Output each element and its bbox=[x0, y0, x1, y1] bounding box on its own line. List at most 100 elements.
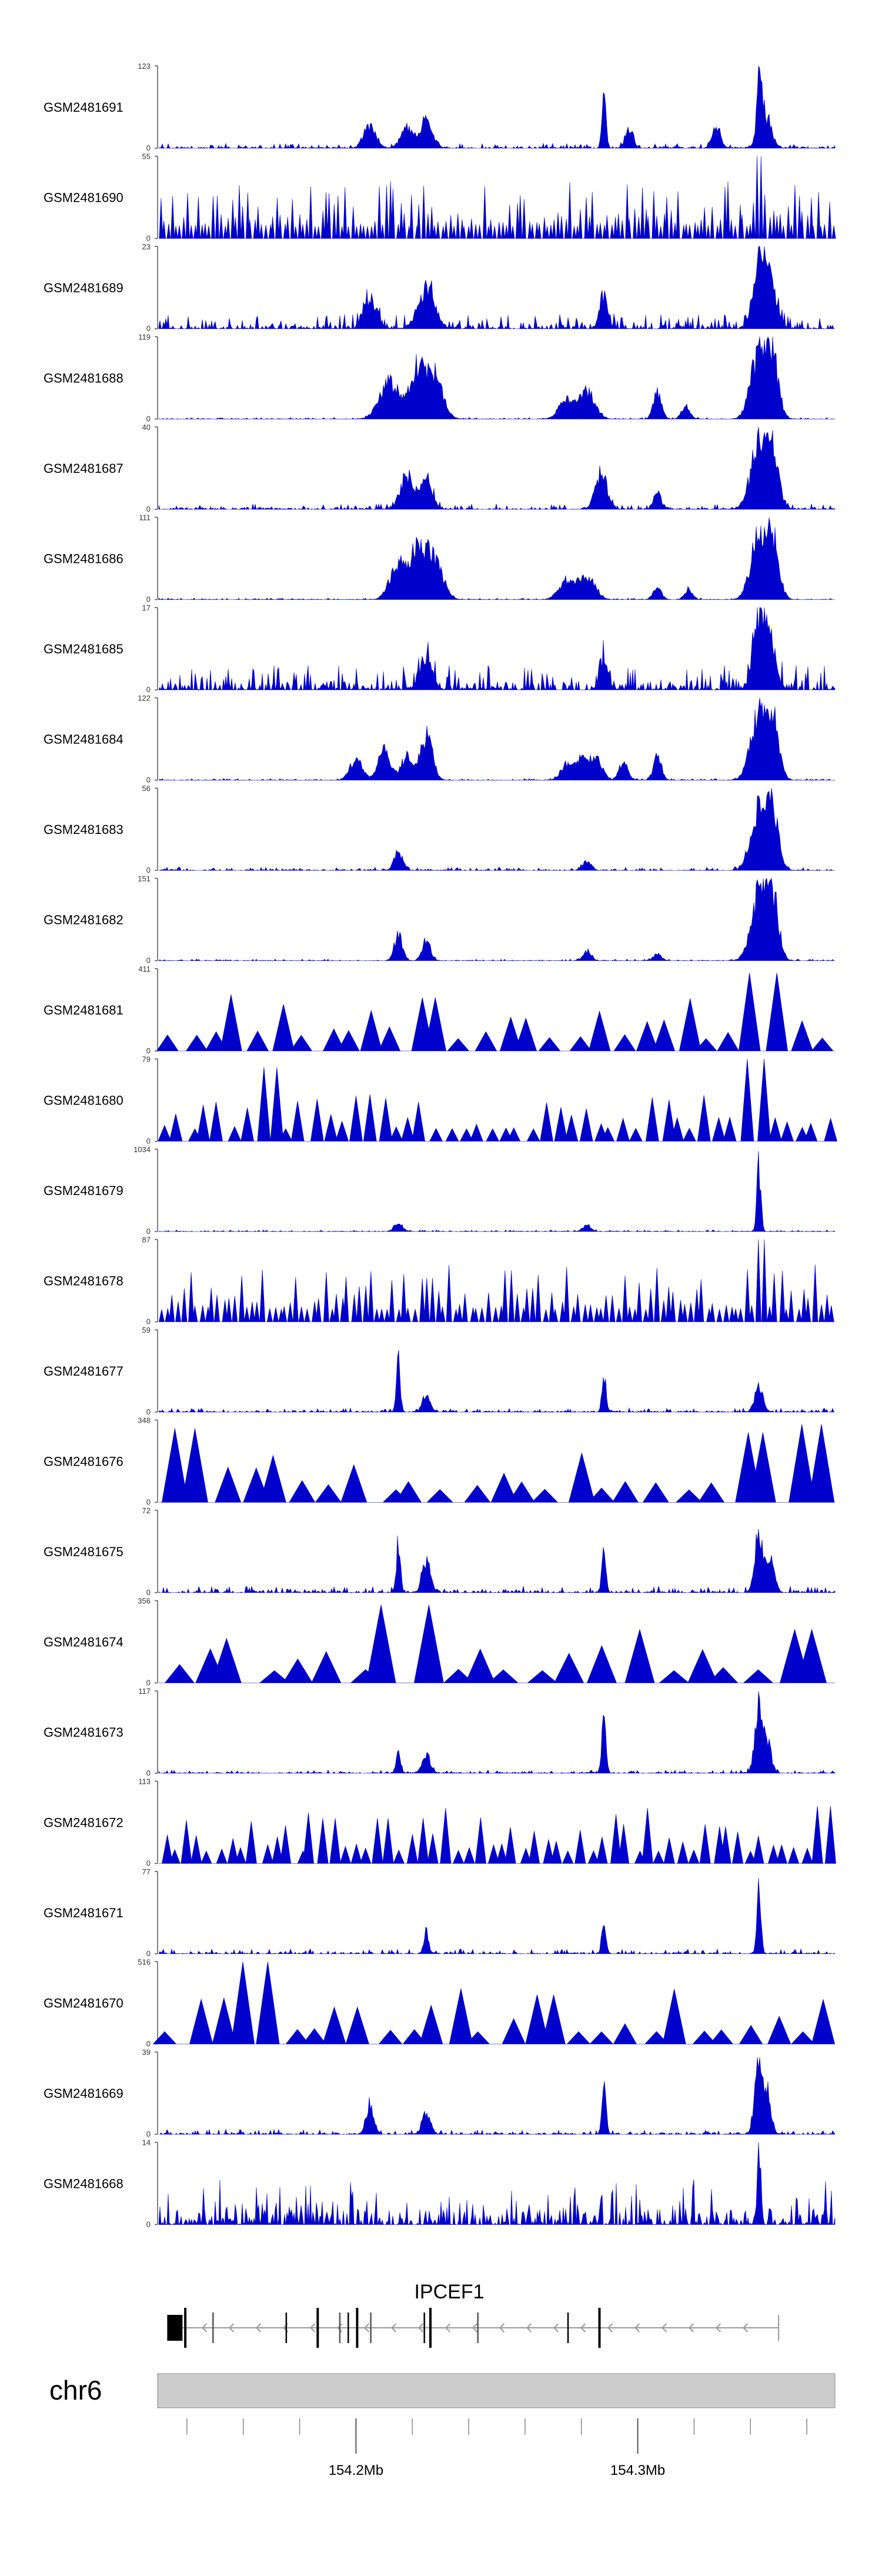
track-GSM2481671: GSM2481671 77 0 bbox=[44, 1867, 836, 1958]
chromosome-label: chr6 bbox=[49, 2375, 102, 2405]
track-GSM2481670: GSM2481670 516 0 bbox=[44, 1958, 835, 2048]
ymin-label: 0 bbox=[146, 1949, 151, 1958]
track-GSM2481672: GSM2481672 113 0 bbox=[44, 1777, 836, 1868]
ymin-label: 0 bbox=[146, 956, 151, 965]
ymin-label: 0 bbox=[146, 776, 151, 785]
signal-area bbox=[158, 698, 836, 780]
ymax-label: 87 bbox=[142, 1236, 151, 1244]
ymax-label: 79 bbox=[142, 1055, 151, 1064]
ymax-label: 356 bbox=[138, 1597, 151, 1606]
gene-exon bbox=[429, 2308, 432, 2348]
track-GSM2481681: GSM2481681 411 0 bbox=[44, 965, 835, 1055]
ymax-label: 123 bbox=[138, 62, 151, 71]
track-GSM2481669: GSM2481669 39 0 bbox=[44, 2048, 836, 2138]
track-label: GSM2481672 bbox=[44, 1816, 123, 1830]
track-GSM2481668: GSM2481668 14 0 bbox=[44, 2138, 836, 2229]
signal-area bbox=[158, 2142, 836, 2225]
gene-exon bbox=[477, 2313, 479, 2343]
track-label: GSM2481674 bbox=[44, 1635, 123, 1650]
ymin-label: 0 bbox=[146, 324, 151, 333]
ymax-label: 23 bbox=[142, 242, 151, 251]
ymax-label: 55 bbox=[142, 152, 151, 161]
ymax-label: 40 bbox=[142, 423, 151, 432]
signal-area bbox=[152, 1961, 835, 2044]
ymin-label: 0 bbox=[146, 2220, 151, 2229]
track-GSM2481674: GSM2481674 356 0 bbox=[44, 1597, 835, 1687]
ymin-label: 0 bbox=[146, 685, 151, 694]
signal-area bbox=[158, 877, 836, 961]
signal-tracks: GSM24816911230GSM2481690550GSM2481689230… bbox=[44, 62, 837, 2229]
ymax-label: 119 bbox=[138, 333, 151, 342]
ymax-label: 59 bbox=[142, 1326, 151, 1334]
ymin-label: 0 bbox=[146, 1137, 151, 1146]
strand-arrow bbox=[688, 2323, 694, 2333]
signal-area bbox=[158, 426, 836, 510]
gene-exon bbox=[339, 2313, 341, 2343]
ymin-label: 0 bbox=[146, 1498, 151, 1507]
signal-area bbox=[156, 972, 835, 1052]
strand-arrow bbox=[715, 2323, 721, 2333]
ymin-label: 0 bbox=[146, 866, 151, 875]
ymin-label: 0 bbox=[146, 1859, 151, 1868]
ymin-label: 0 bbox=[146, 234, 151, 243]
track-label: GSM2481690 bbox=[44, 191, 123, 205]
signal-area bbox=[158, 1529, 836, 1593]
signal-area bbox=[159, 156, 836, 239]
track-GSM2481684: GSM2481684 122 0 bbox=[44, 694, 836, 785]
strand-arrow bbox=[228, 2323, 235, 2333]
signal-area bbox=[159, 2057, 836, 2135]
track-label: GSM2481668 bbox=[44, 2177, 123, 2191]
ymax-label: 411 bbox=[138, 965, 151, 973]
strand-arrow bbox=[607, 2323, 613, 2333]
track-GSM2481677: GSM2481677 59 0 bbox=[44, 1326, 836, 1416]
gene-track: IPCEF1 bbox=[167, 2281, 780, 2348]
ymax-label: 39 bbox=[142, 2048, 151, 2057]
gene-exon bbox=[598, 2308, 601, 2348]
gene-exon bbox=[212, 2313, 214, 2343]
track-label: GSM2481691 bbox=[44, 100, 123, 115]
track-label: GSM2481689 bbox=[44, 281, 123, 295]
ymax-label: 14 bbox=[142, 2138, 151, 2147]
track-label: GSM2481675 bbox=[44, 1544, 123, 1559]
ymin-label: 0 bbox=[146, 1227, 151, 1236]
tick-label: 154.3Mb bbox=[610, 2462, 665, 2478]
track-label: GSM2481680 bbox=[44, 1093, 123, 1108]
ymin-label: 0 bbox=[146, 415, 151, 423]
track-GSM2481689: GSM2481689 23 0 bbox=[44, 242, 836, 333]
ymin-label: 0 bbox=[146, 1679, 151, 1687]
strand-arrow bbox=[553, 2323, 559, 2333]
ymax-label: 113 bbox=[138, 1777, 151, 1786]
ymax-label: 111 bbox=[139, 513, 151, 522]
strand-arrow bbox=[255, 2323, 262, 2333]
gene-model bbox=[167, 2308, 780, 2348]
track-GSM2481688: GSM2481688 119 0 bbox=[44, 333, 836, 423]
signal-area bbox=[158, 336, 836, 419]
signal-area bbox=[159, 1424, 835, 1503]
strand-arrow bbox=[445, 2323, 451, 2333]
track-GSM2481683: GSM2481683 56 0 bbox=[44, 784, 836, 875]
ymax-label: 72 bbox=[142, 1506, 151, 1515]
signal-area bbox=[159, 1239, 835, 1322]
gene-exon bbox=[167, 2315, 183, 2341]
ymin-label: 0 bbox=[146, 1046, 151, 1055]
signal-area bbox=[158, 65, 836, 149]
gene-label: IPCEF1 bbox=[414, 2281, 484, 2303]
strand-arrow bbox=[417, 2323, 424, 2333]
strand-arrow bbox=[201, 2323, 208, 2333]
ymax-label: 516 bbox=[138, 1958, 151, 1967]
track-GSM2481676: GSM2481676 348 0 bbox=[44, 1416, 835, 1507]
track-label: GSM2481671 bbox=[44, 1906, 123, 1920]
track-GSM2481675: GSM2481675 72 0 bbox=[44, 1506, 836, 1597]
gene-exon bbox=[567, 2313, 569, 2343]
track-label: GSM2481670 bbox=[44, 1996, 123, 2011]
ymin-label: 0 bbox=[146, 595, 151, 604]
signal-area bbox=[158, 517, 835, 600]
ymin-label: 0 bbox=[146, 144, 151, 152]
track-GSM2481673: GSM2481673 117 0 bbox=[44, 1687, 836, 1777]
track-label: GSM2481686 bbox=[44, 552, 123, 566]
signal-area bbox=[158, 607, 836, 691]
ymax-label: 17 bbox=[142, 603, 151, 612]
strand-arrow bbox=[661, 2323, 667, 2333]
gene-exon bbox=[184, 2308, 187, 2348]
